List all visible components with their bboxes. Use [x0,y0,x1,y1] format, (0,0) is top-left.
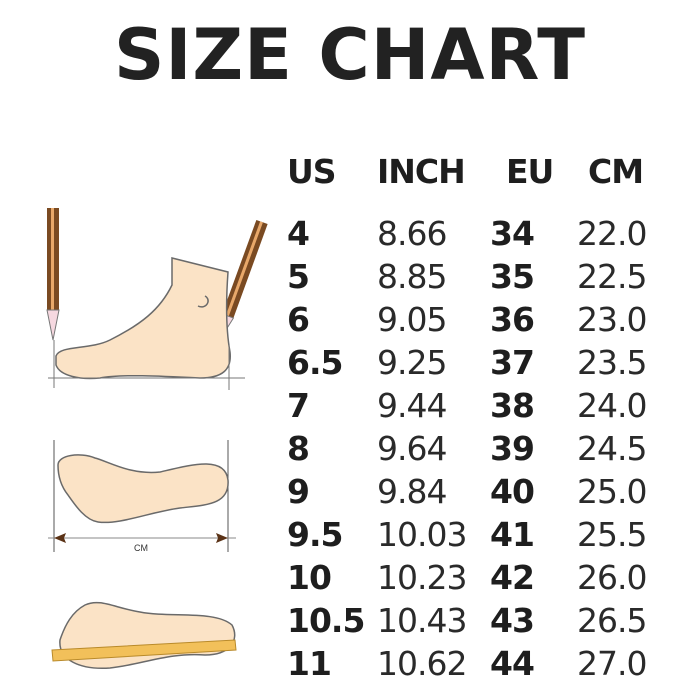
table-cell-inch-value: 9.44 [377,386,447,425]
arrow-left-icon [54,533,66,543]
table-cell-inch-value: 9.25 [377,343,447,382]
table-cell-us-size: 10 [287,558,332,597]
table-cell-eu-size: 37 [490,343,535,382]
ruler-icon [51,639,237,662]
table-cell-eu-size: 41 [490,515,535,554]
arrow-right-icon [216,533,228,543]
table-cell-inch-value: 8.85 [377,257,447,296]
table-cell-cm-value: 27.0 [577,644,647,683]
column-header-us: US [287,152,337,191]
table-cell-cm-value: 26.0 [577,558,647,597]
column-header-inch: INCH [377,152,466,191]
table-cell-us-size: 8 [287,429,310,468]
page-title: SIZE CHART [113,14,587,96]
table-cell-cm-value: 25.5 [577,515,647,554]
table-cell-eu-size: 35 [490,257,535,296]
sole-ruler-illustration [51,601,237,669]
table-cell-eu-size: 42 [490,558,535,597]
foot-measurement-illustration: CM [46,208,268,669]
table-cell-inch-value: 9.64 [377,429,447,468]
table-cell-cm-value: 23.0 [577,300,647,339]
table-cell-us-size: 10.5 [287,601,365,640]
measure-label: CM [134,543,148,553]
column-header-eu: EU [506,152,554,191]
table-cell-cm-value: 26.5 [577,601,647,640]
table-cell-eu-size: 38 [490,386,535,425]
table-cell-us-size: 7 [287,386,310,425]
table-cell-inch-value: 8.66 [377,214,447,253]
table-cell-eu-size: 40 [490,472,535,511]
table-cell-cm-value: 25.0 [577,472,647,511]
table-cell-us-size: 5 [287,257,310,296]
table-cell-us-size: 6.5 [287,343,343,382]
table-cell-cm-value: 23.5 [577,343,647,382]
table-cell-inch-value: 10.43 [377,601,467,640]
table-cell-cm-value: 22.0 [577,214,647,253]
table-cell-us-size: 9 [287,472,310,511]
top-foot-illustration [48,440,236,552]
table-cell-eu-size: 34 [490,214,535,253]
table-cell-cm-value: 24.0 [577,386,647,425]
table-cell-cm-value: 22.5 [577,257,647,296]
table-cell-us-size: 4 [287,214,310,253]
table-cell-eu-size: 43 [490,601,535,640]
table-cell-inch-value: 10.03 [377,515,467,554]
side-foot-illustration [46,208,268,390]
table-cell-us-size: 6 [287,300,310,339]
table-cell-us-size: 9.5 [287,515,343,554]
table-cell-inch-value: 10.62 [377,644,467,683]
table-cell-inch-value: 10.23 [377,558,467,597]
table-cell-cm-value: 24.5 [577,429,647,468]
table-cell-eu-size: 36 [490,300,535,339]
table-cell-inch-value: 9.84 [377,472,447,511]
table-cell-us-size: 11 [287,644,332,683]
table-cell-eu-size: 44 [490,644,535,683]
table-cell-eu-size: 39 [490,429,535,468]
table-cell-inch-value: 9.05 [377,300,447,339]
column-header-cm: CM [588,152,644,191]
